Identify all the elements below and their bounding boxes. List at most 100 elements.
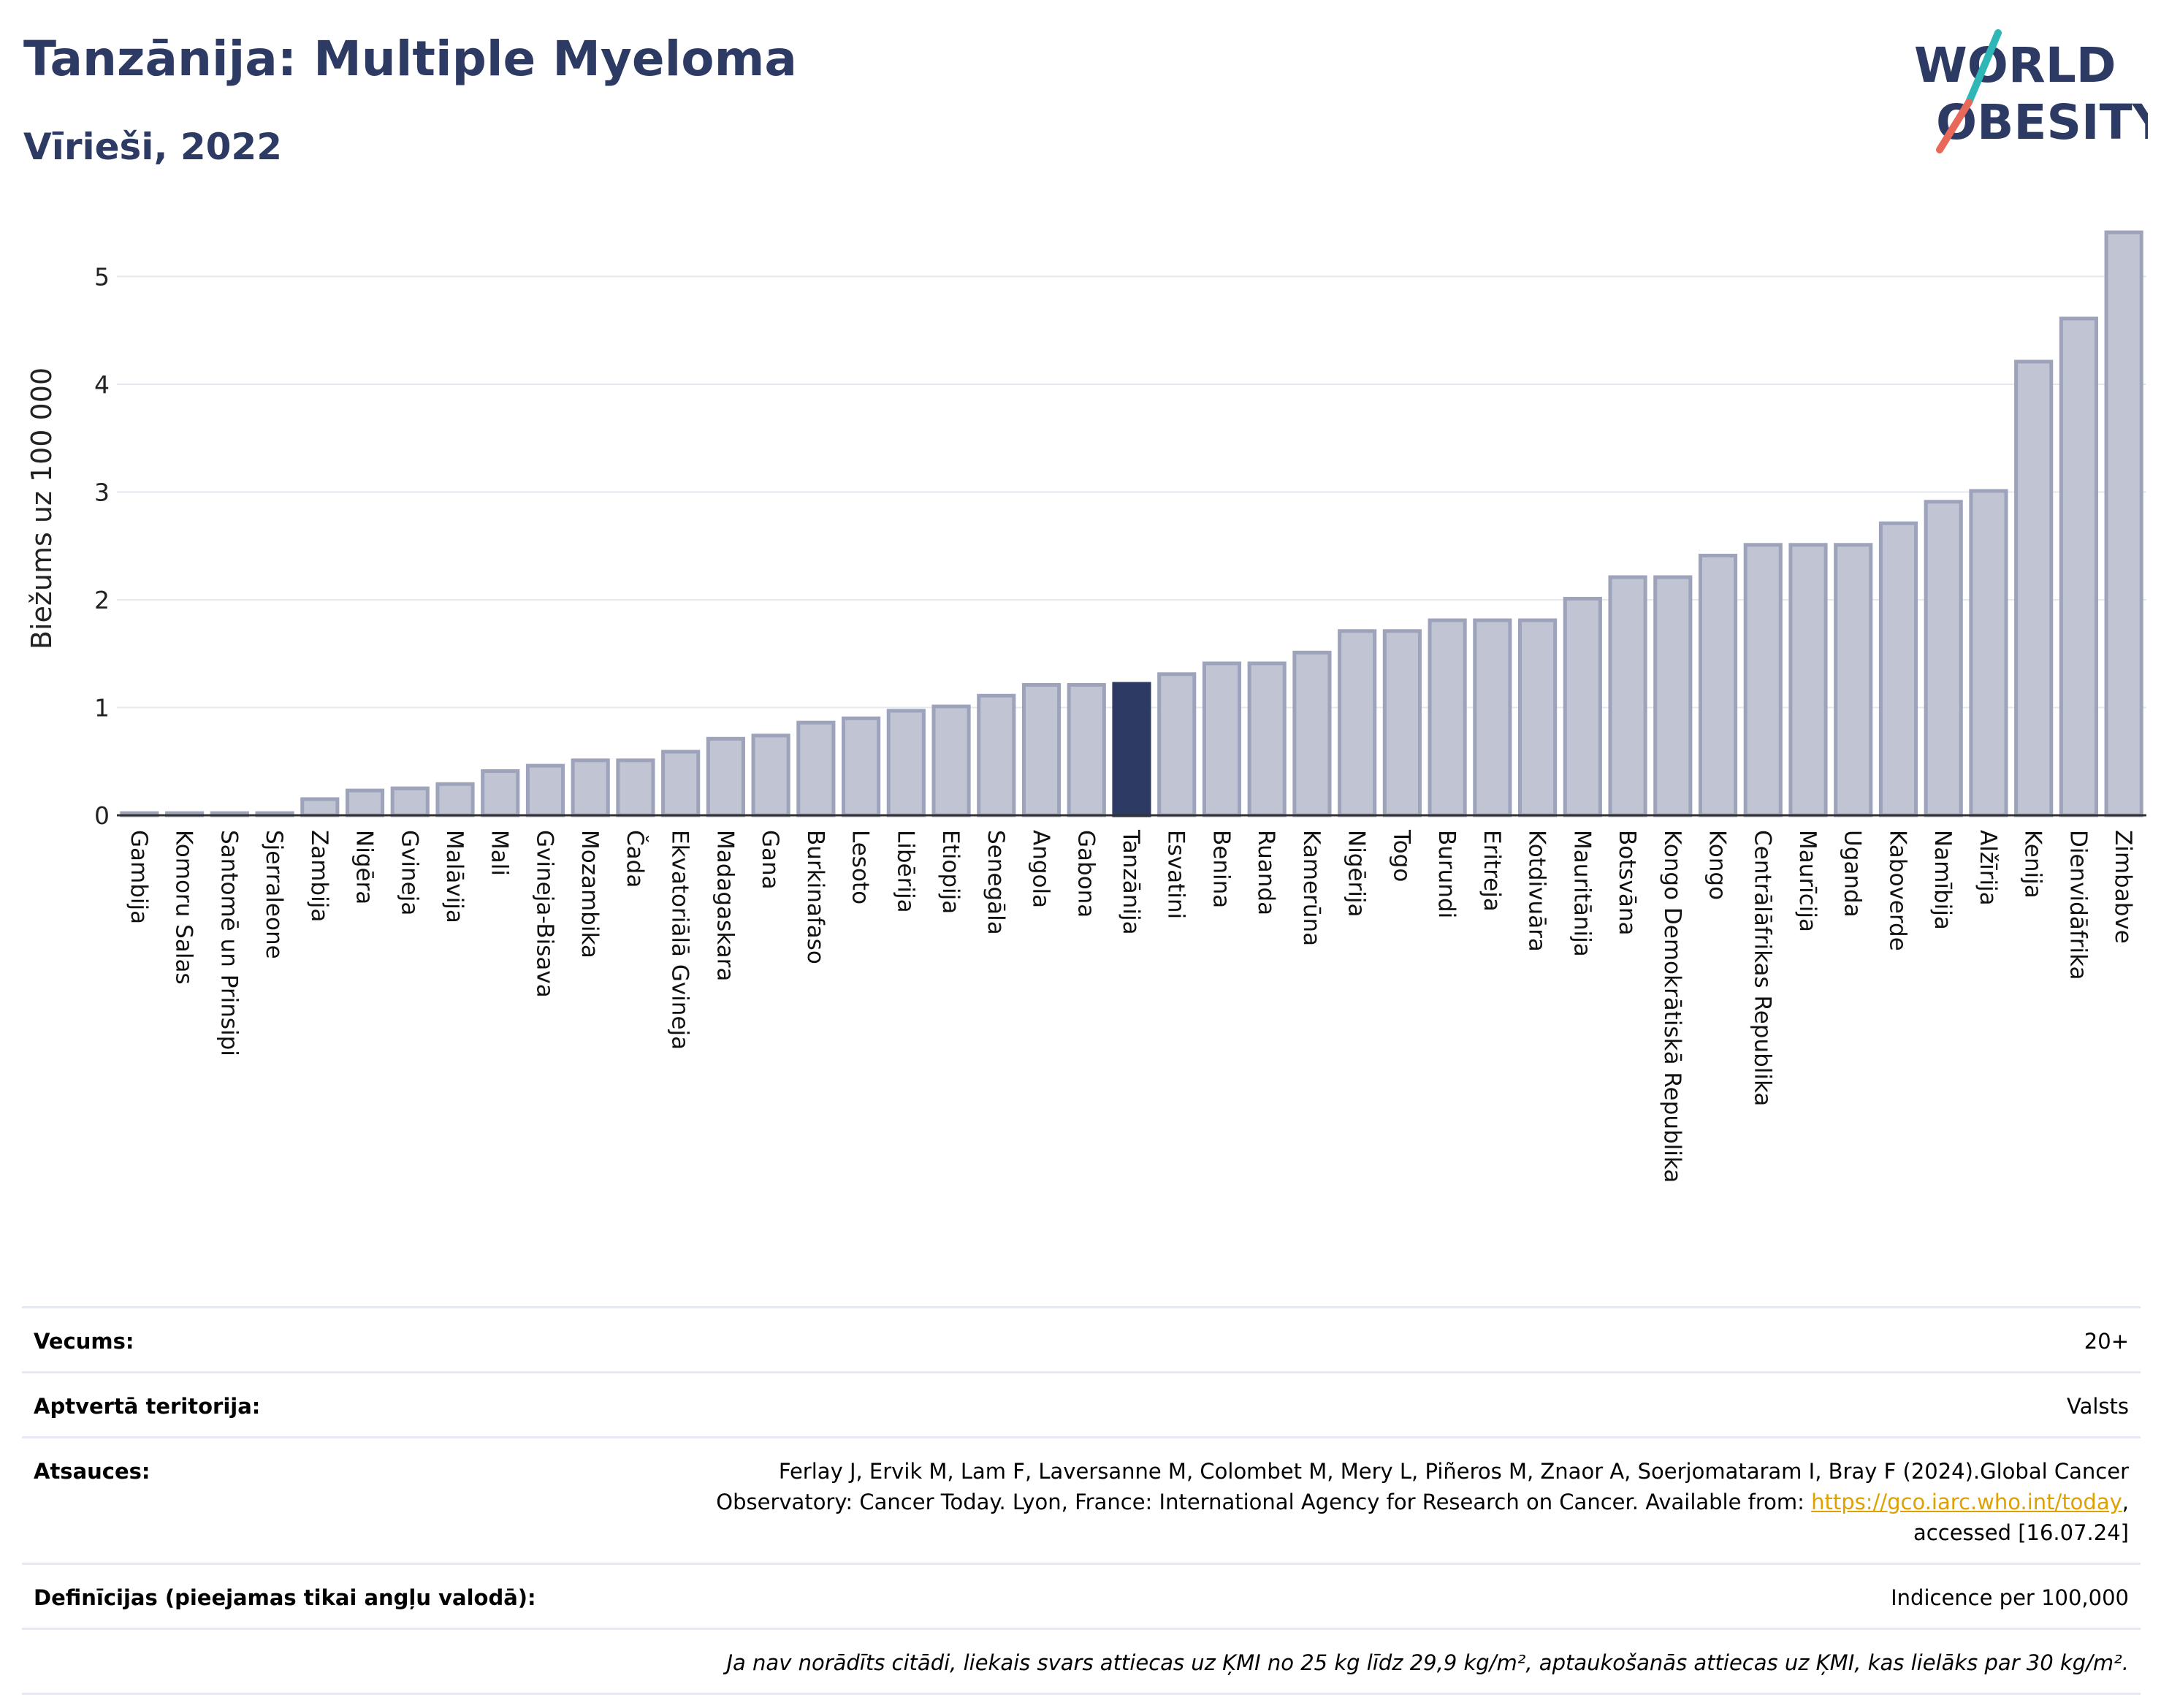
bar-6 — [345, 788, 385, 817]
bar-39 — [1834, 543, 1873, 817]
bar-8 — [435, 782, 475, 817]
territory-label: Aptvertā teritorija: — [34, 1394, 261, 1419]
x-tick-label: Maurīcija — [1794, 830, 1821, 932]
info-table: Vecums: 20+ Aptvertā teritorija: Valsts … — [22, 1306, 2141, 1695]
bar-18 — [886, 709, 926, 817]
x-tick-label: Mauritānija — [1569, 830, 1595, 957]
x-tick-label: Malāvija — [441, 830, 468, 923]
bar-7 — [390, 786, 430, 817]
x-tick-label: Zimbabve — [2110, 830, 2136, 944]
y-tick-label: 5 — [94, 263, 110, 291]
territory-value: Valsts — [2066, 1394, 2129, 1419]
reference-link[interactable]: https://gco.iarc.who.int/today — [1811, 1490, 2122, 1514]
x-tick-label: Lesoto — [847, 830, 874, 904]
bar-12 — [616, 758, 655, 817]
x-tick-label: Benina — [1208, 830, 1234, 908]
info-row-age: Vecums: 20+ — [22, 1306, 2141, 1371]
bar-33 — [1563, 597, 1602, 817]
x-tick-label: Ekvatoriālā Gvineja — [667, 830, 693, 1050]
reference-line-1: Ferlay J, Ervik M, Lam F, Laversanne M, … — [778, 1459, 2129, 1484]
bar-22 — [1067, 683, 1106, 817]
bar-27 — [1292, 650, 1332, 817]
y-tick-label: 0 — [94, 801, 110, 830]
reference-line-3: accessed [16.07.24] — [1913, 1520, 2129, 1545]
bar-36 — [1698, 554, 1738, 817]
x-tick-label: Kamerūna — [1298, 830, 1325, 946]
x-tick-label: Komoru Salas — [171, 830, 197, 985]
y-tick-label: 1 — [94, 694, 110, 723]
info-row-references: Atsauces: Ferlay J, Ervik M, Lam F, Lave… — [22, 1436, 2141, 1563]
bar-42 — [1969, 489, 2008, 817]
y-tick-label: 4 — [94, 370, 110, 399]
bar-24 — [1157, 672, 1197, 817]
bar-35 — [1653, 575, 1693, 817]
bar-10 — [525, 763, 565, 817]
reference-line-2: Observatory: Cancer Today. Lyon, France:… — [716, 1487, 2129, 1517]
logo-slash-teal — [1965, 29, 2002, 106]
x-tick-label: Togo — [1388, 829, 1414, 882]
x-tick-label: Madagaskara — [712, 830, 738, 981]
logo-text-world: WORLD — [1914, 37, 2116, 94]
bar-40 — [1878, 521, 1918, 817]
bar-45 — [2104, 230, 2143, 817]
x-tick-label: Dienvidāfrika — [2065, 830, 2091, 980]
x-tick-label: Namībija — [1929, 830, 1956, 930]
age-value: 20+ — [2084, 1329, 2129, 1354]
bar-13 — [661, 750, 701, 817]
bar-5 — [300, 797, 340, 817]
x-tick-label: Centrālāfrikas Republika — [1749, 830, 1775, 1106]
age-label: Vecums: — [34, 1329, 134, 1354]
x-tick-label: Mali — [487, 830, 513, 876]
definitions-value: Indicence per 100,000 — [1891, 1585, 2129, 1610]
logo-slash-coral — [1936, 99, 1973, 153]
x-tick-label: Čada — [622, 830, 649, 888]
y-axis-label: Biežums uz 100 000 — [26, 367, 58, 649]
x-tick-label: Angola — [1028, 830, 1054, 908]
bar-38 — [1788, 543, 1828, 817]
x-tick-label: Burundi — [1433, 830, 1460, 918]
info-row-definitions: Definīcijas (pieejamas tikai angļu valod… — [22, 1563, 2141, 1628]
bar-15 — [751, 733, 790, 817]
bar-30 — [1428, 618, 1467, 817]
bar-11 — [571, 758, 610, 817]
bar-32 — [1518, 618, 1558, 817]
x-tick-label: Alžīrija — [1975, 830, 2001, 906]
bar-20 — [977, 693, 1016, 817]
bar-16 — [796, 720, 836, 817]
y-tick-label: 2 — [94, 586, 110, 614]
x-tick-label: Santomē un Prinsipi — [216, 830, 242, 1056]
reference-text: Observatory: Cancer Today. Lyon, France:… — [716, 1490, 1812, 1514]
info-row-territory: Aptvertā teritorija: Valsts — [22, 1371, 2141, 1436]
x-tick-label: Esvatini — [1163, 830, 1189, 919]
x-axis-ticks: Gambija Komoru Salas Santomē un Prinsipi Sj… — [126, 829, 2136, 1183]
bar-44 — [2059, 316, 2098, 817]
bar-25 — [1202, 661, 1242, 817]
x-tick-label: Libērija — [892, 830, 918, 913]
world-obesity-logo: WORLD OBESITY — [1914, 29, 2148, 153]
x-tick-label: Nigēra — [351, 830, 378, 904]
x-tick-label: Mozambika — [576, 830, 603, 958]
bar-37 — [1743, 543, 1783, 817]
x-tick-label: Tanzānija — [1118, 829, 1144, 935]
x-tick-label: Senegāla — [983, 830, 1009, 935]
x-tick-label: Gana — [757, 830, 783, 890]
bar-31 — [1473, 618, 1512, 817]
bar-21 — [1021, 683, 1062, 817]
bar-23 — [1112, 682, 1151, 817]
bar-19 — [931, 704, 971, 817]
info-row-note: Ja nav norādīts citādi, liekais svars at… — [22, 1628, 2141, 1695]
bar-26 — [1247, 661, 1287, 817]
bars — [120, 230, 2143, 817]
x-tick-label: Kaboverde — [1884, 830, 1910, 951]
x-tick-label: Zambija — [306, 830, 332, 922]
x-tick-label: Gambija — [126, 830, 152, 924]
x-tick-label: Kongo — [1704, 830, 1731, 900]
x-tick-label: Gvineja-Bisava — [531, 830, 557, 998]
x-tick-label: Eritreja — [1479, 830, 1505, 912]
definitions-label: Definīcijas (pieejamas tikai angļu valod… — [34, 1585, 536, 1610]
y-axis-ticks: 0 1 2 3 4 5 — [94, 263, 110, 831]
x-tick-label: Nigērija — [1344, 830, 1370, 918]
bar-41 — [1924, 500, 1963, 817]
x-tick-label: Gvineja — [396, 830, 422, 915]
references-value: Ferlay J, Ervik M, Lam F, Laversanne M, … — [716, 1456, 2129, 1548]
